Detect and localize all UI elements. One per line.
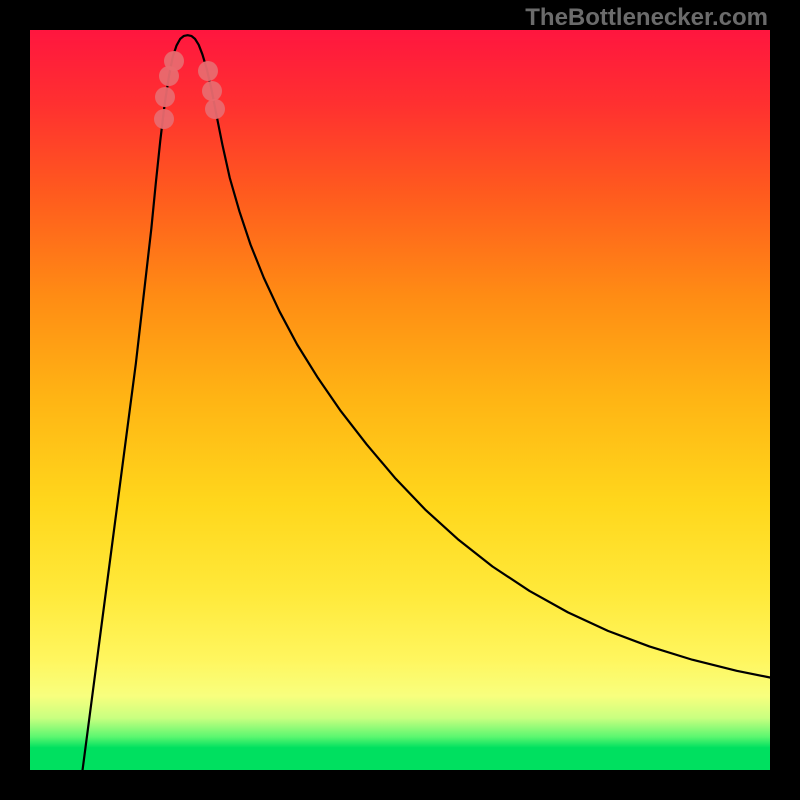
marker-point [205,99,225,119]
marker-group [0,0,800,800]
marker-point [198,61,218,81]
chart-canvas: TheBottlenecker.com [0,0,800,800]
marker-point [154,109,174,129]
watermark-text: TheBottlenecker.com [525,4,768,32]
marker-point [164,51,184,71]
marker-point [202,81,222,101]
marker-point [155,87,175,107]
